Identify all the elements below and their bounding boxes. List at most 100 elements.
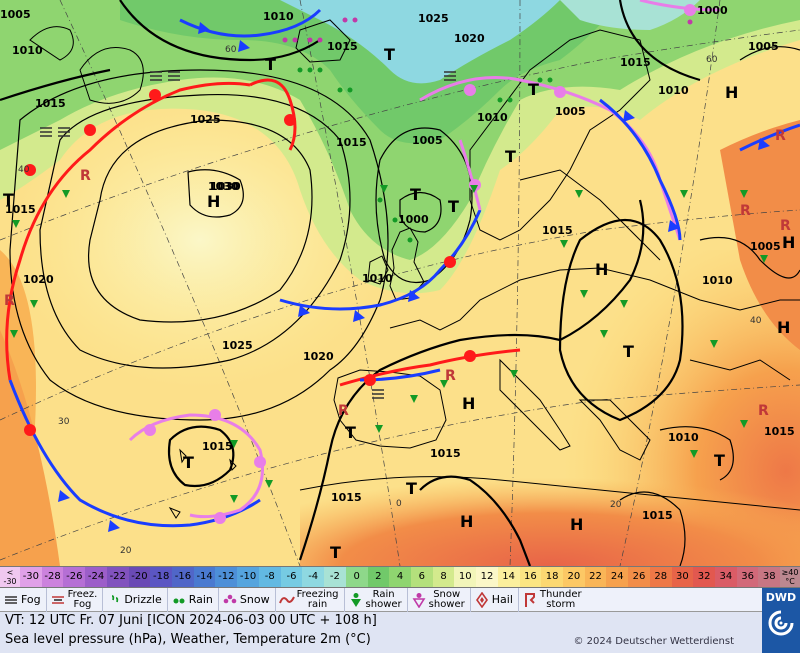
legend-label: Hail [491, 592, 513, 606]
isotherm-label: 30 [58, 417, 70, 427]
polar-zone-2 [560, 0, 700, 30]
isobar-label: 1010 [668, 431, 699, 444]
legend-label: Snow shower [428, 588, 465, 610]
colorbar-low-value: -30 [3, 577, 17, 586]
isobar-label: 1005 [0, 8, 31, 21]
occluded-front-low [128, 413, 264, 519]
colorbar-cell: -20 [128, 567, 151, 587]
colorbar-cell: 2 [367, 567, 390, 587]
isobar-label: 1005 [555, 105, 586, 118]
colorbar-cell: 22 [584, 567, 607, 587]
copyright: © 2024 Deutscher Wetterdienst [573, 636, 734, 647]
low-center: T [528, 80, 539, 99]
freezing-rain-icon [278, 596, 295, 603]
snow-shower-icon [412, 592, 426, 608]
rain-shower-icon [350, 592, 361, 607]
isotherm-label: 60 [225, 45, 237, 55]
low-center: T [3, 190, 14, 209]
svg-text:R: R [445, 368, 456, 384]
russia-warm-zone [720, 120, 800, 350]
colorbar-cell: -28 [41, 567, 64, 587]
isobar-label: 1005 [412, 134, 443, 147]
legend-label: Drizzle [124, 592, 162, 606]
colorbar-cell: 24 [606, 567, 629, 587]
info-bar: VT: 12 UTC Fr. 07 Juni [ICON 2024-06-03 … [0, 612, 762, 653]
legend-item-rain: Rain [168, 587, 219, 612]
colorbar-cell: -4 [302, 567, 325, 587]
colorbar-low-symbol: < [6, 568, 14, 577]
isotherm-label: 40 [18, 165, 30, 175]
low-center: T [410, 185, 421, 204]
thunderstorm-icon [524, 592, 535, 607]
isobar-label: 1020 [303, 350, 334, 363]
colorbar-cell: -10 [237, 567, 259, 587]
hail-icon [475, 591, 488, 608]
low-center: T [330, 543, 341, 562]
isobar-label: 1015 [336, 136, 367, 149]
center-label: 1015 [202, 440, 233, 453]
isobar-label: 1015 [331, 491, 362, 504]
graticule [0, 0, 800, 566]
colorbar-cells: -30 -28 -26 -24 -22 -20 -18 -16 -14 -12 -10 -8 -6 -4-… [20, 567, 781, 587]
isobar-label: 1000 [398, 213, 429, 226]
isobar-label: 1010 [263, 10, 294, 23]
thunderstorm-marks: R R R R R R R R [4, 128, 791, 419]
weather-symbols: R R R R R R R R [4, 17, 791, 503]
colorbar-unit: °C [785, 577, 795, 586]
center-label: 1030 [210, 180, 241, 193]
snow-icon [223, 594, 237, 603]
legend-item-thunderstorm: Thunder storm [519, 588, 587, 612]
dwd-swirl-icon [768, 610, 794, 636]
isobar-label: 1025 [418, 12, 449, 25]
legend-label: Rain [188, 592, 213, 606]
high-center: H [207, 192, 220, 211]
warm-front-atlantic [5, 81, 251, 381]
high-center: H [782, 233, 795, 252]
low-center: T [406, 479, 417, 498]
svg-text:R: R [775, 128, 786, 144]
legend-label: Snow [239, 592, 270, 606]
isobar-label: 1025 [190, 113, 221, 126]
svg-text:R: R [80, 168, 91, 184]
isobar-label: 1010 [702, 274, 733, 287]
isobar-label: 1015 [35, 97, 66, 110]
legend-item-freezing-fog: Freez. Fog [47, 587, 104, 612]
colorbar-cell: -24 [85, 567, 107, 587]
low-center: T [265, 55, 276, 74]
low-center: T [345, 423, 356, 442]
isobars [0, 0, 800, 566]
low-center: T [623, 342, 634, 361]
colorbar-cell: 12 [476, 567, 498, 587]
cold-front-russia [739, 123, 800, 152]
isobar-label: 1025 [222, 339, 253, 352]
colorbar-cell: -30 [20, 567, 42, 587]
colorbar-cell: -2 [324, 567, 346, 587]
low-center: T [183, 453, 194, 472]
colorbar-cell: -22 [106, 567, 129, 587]
colorbar-cell: 14 [497, 567, 520, 587]
isobar-label: 1010 [362, 272, 393, 285]
colorbar-cell: 32 [693, 567, 715, 587]
weather-map: R R R R R R R R [0, 0, 800, 566]
colorbar-cell: 10 [454, 567, 477, 587]
isobar-label: 1000 [697, 4, 728, 17]
temperature-colorbar: < -30 -30 -28 -26 -24 -22 -20 -18 -16 -14 -12 -10-… [0, 566, 800, 588]
colorbar-cell: -14 [193, 567, 216, 587]
isobar-label: 1015 [327, 40, 358, 53]
colorbar-cell: 4 [389, 567, 411, 587]
pressure-centers: 1030 H T T T T 1015 T H H H H H H H T T … [3, 45, 795, 562]
colorbar-cell: 34 [715, 567, 737, 587]
cold-front-uk [279, 209, 482, 311]
isobar-label: 1010 [12, 44, 43, 57]
low-center: T [505, 147, 516, 166]
warm-front-north [249, 78, 297, 151]
low-center: T [714, 451, 725, 470]
isobar-label: 1030 [208, 180, 239, 193]
colorbar-cell: -12 [215, 567, 238, 587]
dwd-logo-text: DWD [765, 591, 797, 604]
legend-label: Freez. Fog [67, 588, 98, 610]
isobar-label: 1005 [748, 40, 779, 53]
freezing-fog-icon [51, 595, 64, 604]
pressure-labels: 1005 1010 1010 1015 1025 1020 1000 1005 … [0, 4, 795, 522]
high-center: H [462, 394, 475, 413]
